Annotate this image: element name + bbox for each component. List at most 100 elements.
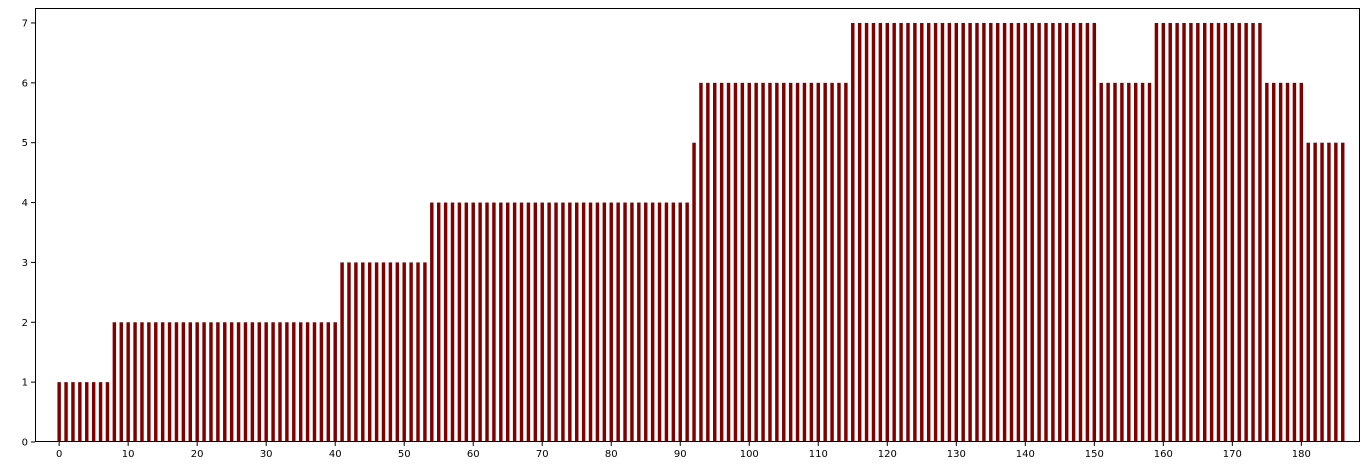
x-tick-label-130: 130 [947,449,966,460]
bar-47 [381,262,386,442]
bar-82 [623,202,627,442]
bar-139 [1016,22,1021,443]
plot-frame [35,8,1360,442]
bar-185 [1334,142,1338,443]
bar-146 [1064,22,1069,443]
bar-168 [1216,22,1221,443]
x-tick-label-100: 100 [740,449,759,460]
bar-179 [1292,82,1297,443]
bar-23 [216,322,220,442]
bar-64 [499,202,503,442]
bar-92 [692,142,696,443]
bar-4 [85,382,89,442]
bar-167 [1209,22,1214,443]
bar-44 [361,262,365,442]
y-tick-label-6: 6 [22,78,28,89]
bar-123 [906,22,910,443]
x-tick-label-10: 10 [122,449,135,460]
bar-9 [119,322,123,442]
bar-161 [1168,22,1172,443]
bar-132 [968,22,972,443]
bar-91 [685,202,689,442]
bar-39 [326,322,331,442]
bar-74 [568,202,572,442]
bar-159 [1154,22,1159,443]
bar-108 [802,82,807,443]
bar-127 [933,22,938,443]
bar-105 [782,82,786,443]
bar-58 [457,202,462,442]
bar-79 [602,202,607,442]
bar-45 [367,262,372,442]
bar-19 [188,322,192,442]
bar-1 [64,382,68,442]
bar-3 [78,382,82,442]
bar-94 [706,82,710,443]
bar-155 [1127,82,1131,443]
y-axis-ticks: 0 1 2 3 4 5 6 7 [22,18,35,449]
bar-66 [512,202,517,442]
bar-151 [1099,82,1103,443]
bar-40 [333,322,337,442]
bar-50 [402,262,406,442]
bar-14 [154,322,158,442]
bar-90 [678,202,682,442]
bar-99 [740,82,745,443]
bar-76 [581,202,586,442]
bar-171 [1237,22,1241,443]
x-tick-label-90: 90 [674,449,687,460]
bar-15 [160,322,165,442]
y-tick-label-3: 3 [22,258,28,269]
bar-12 [140,322,144,442]
bar-80 [609,202,613,442]
bar-118 [871,22,876,443]
bar-107 [795,82,800,443]
bar-102 [761,82,765,443]
bar-147 [1071,22,1076,443]
bar-54 [430,202,434,442]
x-tick-label-160: 160 [1154,449,1173,460]
bar-126 [926,22,931,443]
bar-8 [112,322,117,442]
bar-180 [1299,82,1304,443]
bar-34 [292,322,296,442]
bar-67 [519,202,524,442]
bar-120 [885,22,890,443]
bar-95 [713,82,717,443]
bar-16 [167,322,172,442]
bar-175 [1265,82,1269,443]
x-tick-label-20: 20 [191,449,204,460]
x-tick-label-140: 140 [1016,449,1035,460]
bar-42 [347,262,351,442]
bar-103 [768,82,772,443]
bar-84 [637,202,641,442]
bar-87 [657,202,662,442]
y-tick-label-0: 0 [22,438,28,449]
bar-157 [1140,82,1145,443]
bar-22 [209,322,213,442]
bar-106 [788,82,793,443]
bar-150 [1092,22,1097,443]
bar-154 [1120,82,1124,443]
bar-18 [181,322,186,442]
bar-13 [147,322,151,442]
x-tick-label-70: 70 [536,449,549,460]
bar-62 [485,202,489,442]
bar-149 [1085,22,1090,443]
bar-153 [1113,82,1117,443]
bar-53 [423,262,427,442]
bar-77 [588,202,593,442]
x-tick-label-40: 40 [329,449,342,460]
bar-10 [126,322,130,442]
bar-63 [492,202,496,442]
bar-125 [920,22,924,443]
bar-115 [851,22,855,443]
y-tick-label-7: 7 [22,18,28,29]
bar-29 [257,322,262,442]
bar-165 [1196,22,1200,443]
y-tick-label-4: 4 [22,198,28,209]
bar-89 [671,202,676,442]
bar-72 [554,202,558,442]
bar-27 [243,322,248,442]
